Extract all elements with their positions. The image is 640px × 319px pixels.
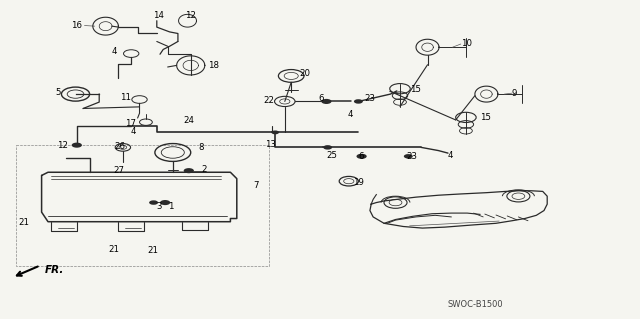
Text: 3: 3 [157, 202, 163, 211]
Text: 27: 27 [113, 166, 125, 175]
Circle shape [271, 130, 279, 134]
Text: 6: 6 [319, 94, 324, 103]
Bar [16, 145, 269, 266]
Text: 4: 4 [348, 110, 353, 119]
Text: FR.: FR. [45, 265, 64, 275]
Circle shape [160, 200, 170, 205]
Text: 20: 20 [300, 69, 310, 78]
Text: 4: 4 [131, 127, 136, 136]
Text: 10: 10 [461, 39, 472, 48]
Circle shape [404, 154, 413, 159]
Text: 11: 11 [120, 93, 131, 102]
Text: 14: 14 [153, 11, 164, 20]
Text: 21: 21 [147, 246, 158, 255]
Text: 23: 23 [406, 152, 417, 161]
Text: 13: 13 [266, 140, 276, 149]
Text: 19: 19 [353, 178, 364, 187]
Text: 24: 24 [183, 116, 195, 125]
Text: 25: 25 [326, 151, 337, 160]
Circle shape [149, 200, 158, 205]
Circle shape [321, 99, 332, 104]
Text: 1: 1 [168, 202, 173, 211]
Text: 7: 7 [253, 181, 259, 190]
Text: 18: 18 [208, 61, 219, 70]
Text: 21: 21 [109, 245, 120, 254]
Text: 15: 15 [480, 113, 491, 122]
Circle shape [356, 154, 367, 159]
Circle shape [72, 143, 82, 148]
Text: 12: 12 [184, 11, 196, 20]
Circle shape [354, 99, 363, 104]
Text: SWOC-B1500: SWOC-B1500 [447, 300, 502, 309]
Text: 21: 21 [19, 218, 29, 227]
Circle shape [323, 145, 332, 150]
Text: 5: 5 [55, 88, 61, 97]
Text: 22: 22 [263, 96, 274, 105]
Circle shape [184, 168, 194, 173]
Text: 23: 23 [365, 94, 376, 103]
Text: 6: 6 [358, 152, 364, 161]
Text: 16: 16 [71, 21, 82, 30]
Text: 2: 2 [202, 165, 207, 174]
Text: 26: 26 [114, 142, 125, 151]
Text: 9: 9 [512, 89, 517, 98]
Text: 12: 12 [58, 141, 68, 150]
Text: 17: 17 [125, 119, 136, 128]
Text: 8: 8 [198, 143, 204, 152]
Text: 15: 15 [410, 85, 420, 94]
Text: 4: 4 [111, 47, 117, 56]
Text: 4: 4 [448, 151, 454, 160]
